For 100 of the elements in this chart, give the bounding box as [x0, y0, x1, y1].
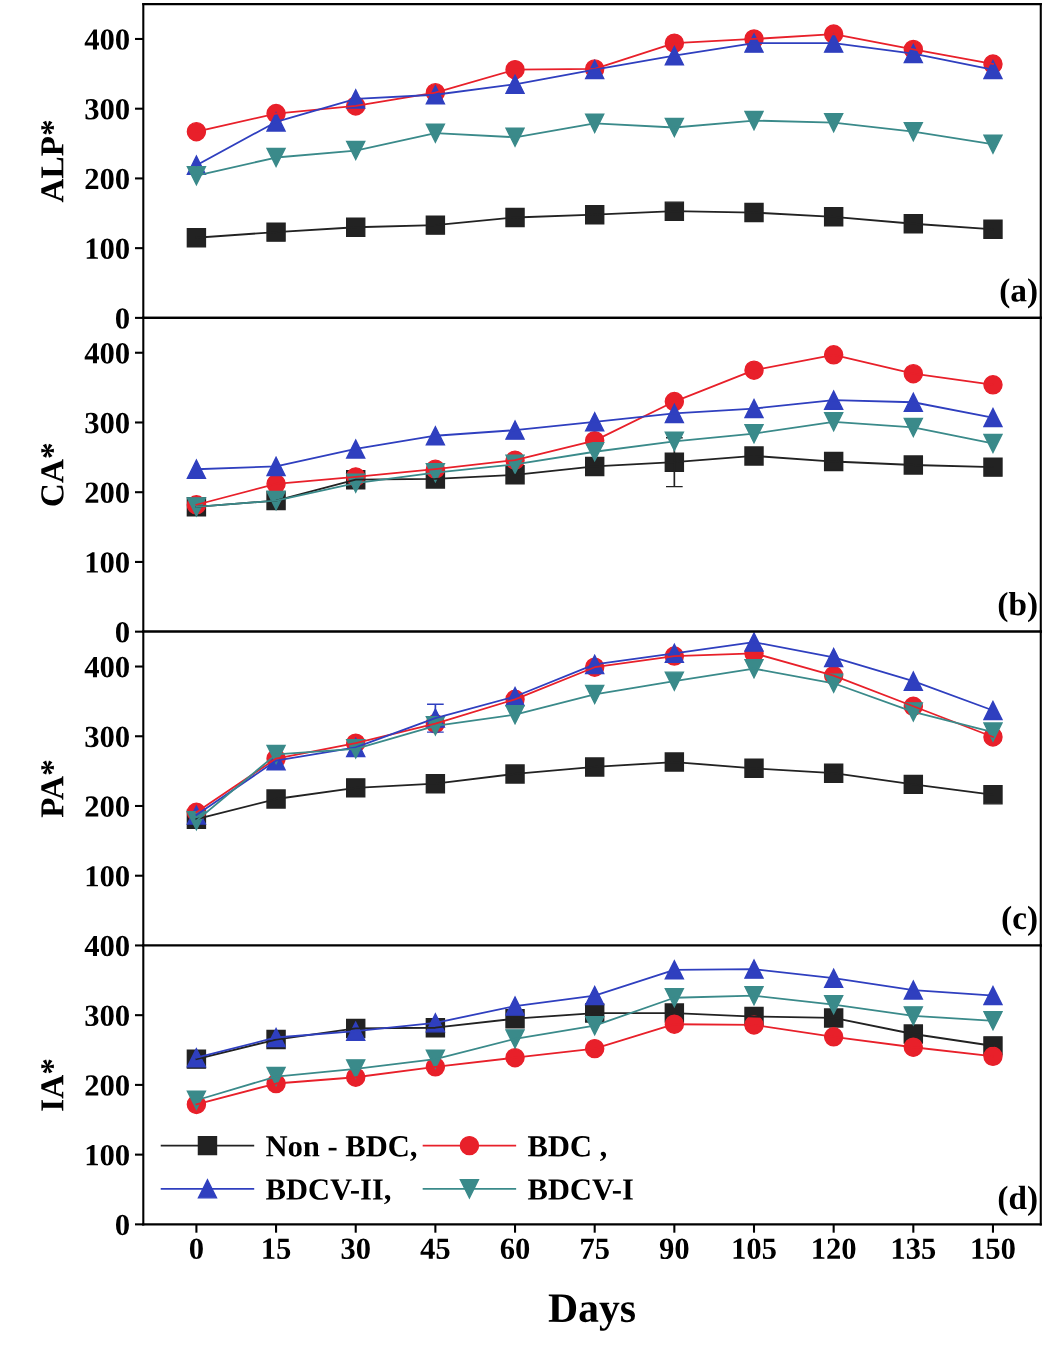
- point: [664, 671, 685, 691]
- point: [505, 996, 525, 1016]
- point: [505, 764, 525, 784]
- point: [823, 112, 844, 133]
- y-tick-label: 300: [85, 1005, 129, 1027]
- point: [584, 1015, 605, 1036]
- point: [266, 789, 286, 809]
- point: [823, 968, 844, 988]
- point: [266, 456, 286, 477]
- y-axis-title: CA*: [41, 443, 64, 506]
- point: [823, 390, 844, 410]
- point: [664, 201, 685, 221]
- y-tick-label: 200: [85, 796, 129, 817]
- point: [345, 778, 366, 798]
- point: [584, 412, 605, 432]
- y-tick-label: 300: [85, 98, 129, 120]
- legend-label: BDCV-I: [527, 1179, 633, 1200]
- point: [744, 110, 764, 131]
- x-tick-label: 45: [420, 1238, 450, 1260]
- point: [983, 785, 1003, 805]
- legend-label: BDC ,: [527, 1136, 607, 1162]
- annotation: (a): [1000, 278, 1037, 309]
- y-tick-label: 100: [86, 1144, 129, 1166]
- y-tick-label: 100: [86, 866, 129, 887]
- annotation: (b): [998, 592, 1037, 623]
- x-tick-label: 90: [659, 1238, 689, 1260]
- x-tick-label: 120: [813, 1238, 856, 1260]
- x-tick-label: 15: [263, 1238, 291, 1260]
- y-tick-label: 200: [85, 168, 129, 190]
- point: [584, 757, 605, 777]
- point: [903, 392, 924, 412]
- point: [903, 455, 924, 475]
- point: [664, 960, 685, 980]
- point: [425, 1049, 446, 1069]
- point: [505, 1029, 525, 1049]
- point: [823, 33, 844, 53]
- point: [983, 700, 1003, 721]
- point: [345, 1059, 366, 1079]
- point: [983, 375, 1003, 395]
- x-tick-label: 135: [892, 1238, 936, 1260]
- point: [425, 215, 446, 235]
- y-axis-title: IA*: [41, 1059, 64, 1111]
- point: [186, 121, 207, 142]
- point: [983, 407, 1003, 428]
- y-tick-label: 200: [85, 482, 129, 504]
- point: [584, 113, 605, 134]
- point: [266, 222, 286, 242]
- point: [983, 433, 1003, 454]
- point: [823, 763, 844, 783]
- y-tick-label: 100: [86, 238, 129, 260]
- point: [823, 994, 844, 1015]
- y-tick-label: 0: [115, 621, 129, 643]
- annotation: (d): [998, 1185, 1037, 1216]
- point: [744, 446, 764, 466]
- point: [664, 752, 685, 772]
- point: [744, 758, 764, 779]
- point: [505, 207, 525, 228]
- y-tick-label: 0: [115, 308, 129, 329]
- point: [983, 457, 1003, 477]
- y-tick-label: 400: [84, 343, 129, 364]
- point: [983, 219, 1003, 240]
- point: [903, 121, 924, 142]
- point: [983, 134, 1003, 154]
- x-tick-label: 105: [733, 1238, 776, 1260]
- annotation: (c): [1002, 905, 1037, 937]
- y-tick-label: 400: [84, 29, 129, 50]
- point: [983, 1011, 1003, 1031]
- point: [983, 985, 1003, 1006]
- x-tick-label: 60: [500, 1238, 530, 1260]
- y-tick-label: 300: [85, 726, 129, 748]
- y-tick-label: 0: [115, 1214, 129, 1236]
- y-tick-label: 400: [84, 935, 129, 957]
- x-tick-label: 150: [972, 1238, 1015, 1260]
- y-tick-label: 100: [86, 552, 129, 573]
- point: [983, 1046, 1003, 1067]
- x-tick-label: 0: [189, 1238, 203, 1260]
- point: [903, 1006, 924, 1026]
- point: [425, 123, 446, 143]
- point: [823, 412, 844, 432]
- point: [266, 112, 286, 132]
- point: [186, 165, 207, 186]
- y-tick-label: 200: [85, 1075, 129, 1096]
- point: [186, 459, 207, 479]
- y-axis-title: PA*: [41, 760, 64, 818]
- point: [983, 722, 1003, 742]
- point: [664, 431, 685, 452]
- point: [186, 227, 207, 248]
- point: [903, 980, 924, 1000]
- y-axis-title: ALP*: [41, 120, 64, 203]
- y-tick-label: 300: [85, 412, 129, 434]
- point: [903, 671, 924, 691]
- x-axis-title: Days: [548, 1294, 635, 1331]
- y-tick-label: 400: [84, 656, 129, 678]
- legend-label: BDCV-II,: [266, 1179, 391, 1205]
- point: [744, 202, 764, 223]
- point: [744, 632, 764, 652]
- x-tick-label: 30: [341, 1238, 370, 1260]
- x-tick-label: 75: [581, 1238, 609, 1260]
- point: [345, 439, 366, 459]
- point: [664, 988, 685, 1008]
